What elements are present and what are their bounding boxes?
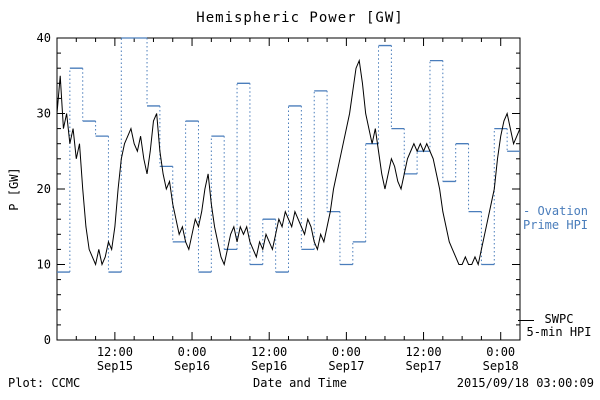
x-tick-date-label: Sep16 <box>251 359 287 373</box>
y-tick-label: 20 <box>37 182 51 196</box>
y-tick-label: 0 <box>44 333 51 347</box>
x-tick-date-label: Sep16 <box>174 359 210 373</box>
x-tick-time-label: 12:00 <box>97 345 133 359</box>
ovation-dotted-connectors <box>69 38 508 273</box>
x-tick-time-label: 0:00 <box>332 345 361 359</box>
legend-ovation-line1: - Ovation <box>523 204 589 218</box>
x-tick-time-label: 12:00 <box>251 345 287 359</box>
swpc-line-sample-icon <box>518 320 534 321</box>
x-axis-label: Date and Time <box>253 376 347 390</box>
x-tick-time-label: 12:00 <box>405 345 441 359</box>
y-tick-label: 40 <box>37 31 51 45</box>
x-tick-date-label: Sep17 <box>405 359 441 373</box>
legend-ovation: - Ovation Prime HPI <box>523 204 588 232</box>
footer-plot-source: Plot: CCMC <box>8 376 81 390</box>
x-tick-time-label: 0:00 <box>178 345 207 359</box>
y-tick-label: 30 <box>37 107 51 121</box>
x-tick-date-label: Sep18 <box>483 359 519 373</box>
footer-timestamp: 2015/09/18 03:00:09 <box>456 376 594 390</box>
x-tick-date-label: Sep15 <box>97 359 133 373</box>
y-tick-label: 10 <box>37 258 51 272</box>
swpc-line <box>56 58 521 267</box>
x-tick-date-label: Sep17 <box>328 359 364 373</box>
legend-ovation-line2: Prime HPI <box>523 218 589 232</box>
chart-title: Hemispheric Power [GW] <box>196 10 404 26</box>
legend-swpc: SWPC 5-min HPI <box>520 313 598 339</box>
legend-swpc-line2: 5-min HPI <box>526 325 592 339</box>
legend-swpc-line1: SWPC <box>544 312 574 326</box>
y-axis-label: P [GW] <box>7 167 21 211</box>
plot-frame <box>56 37 521 341</box>
x-tick-time-label: 0:00 <box>486 345 515 359</box>
